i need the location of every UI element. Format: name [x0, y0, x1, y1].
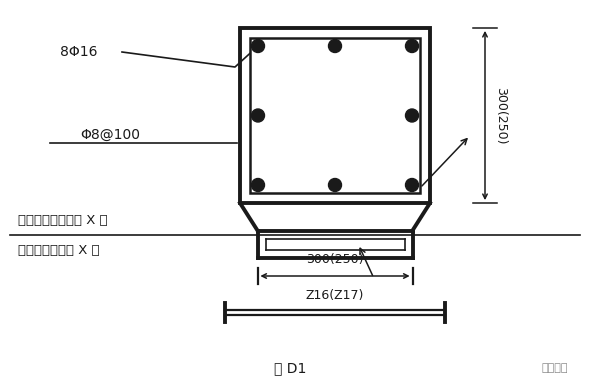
- Text: 8Φ16: 8Φ16: [60, 45, 97, 59]
- Text: Z16(Z17): Z16(Z17): [306, 289, 364, 302]
- Circle shape: [251, 109, 264, 122]
- Text: 300(250): 300(250): [306, 253, 364, 266]
- Text: 见设计变更通知单 X 号: 见设计变更通知单 X 号: [18, 215, 108, 227]
- Circle shape: [251, 40, 264, 52]
- Circle shape: [405, 178, 418, 192]
- Circle shape: [328, 40, 341, 52]
- Text: 300(250): 300(250): [495, 87, 508, 144]
- Circle shape: [405, 109, 418, 122]
- Text: 市政设计: 市政设计: [541, 363, 568, 373]
- Text: Φ8@100: Φ8@100: [80, 128, 140, 142]
- Circle shape: [328, 178, 341, 192]
- Bar: [240, 28, 430, 203]
- Circle shape: [251, 178, 264, 192]
- Text: 或工程洽商记录 X 号: 或工程洽商记录 X 号: [18, 244, 100, 258]
- Circle shape: [405, 40, 418, 52]
- Text: 图 D1: 图 D1: [274, 361, 306, 375]
- Bar: [250, 38, 420, 193]
